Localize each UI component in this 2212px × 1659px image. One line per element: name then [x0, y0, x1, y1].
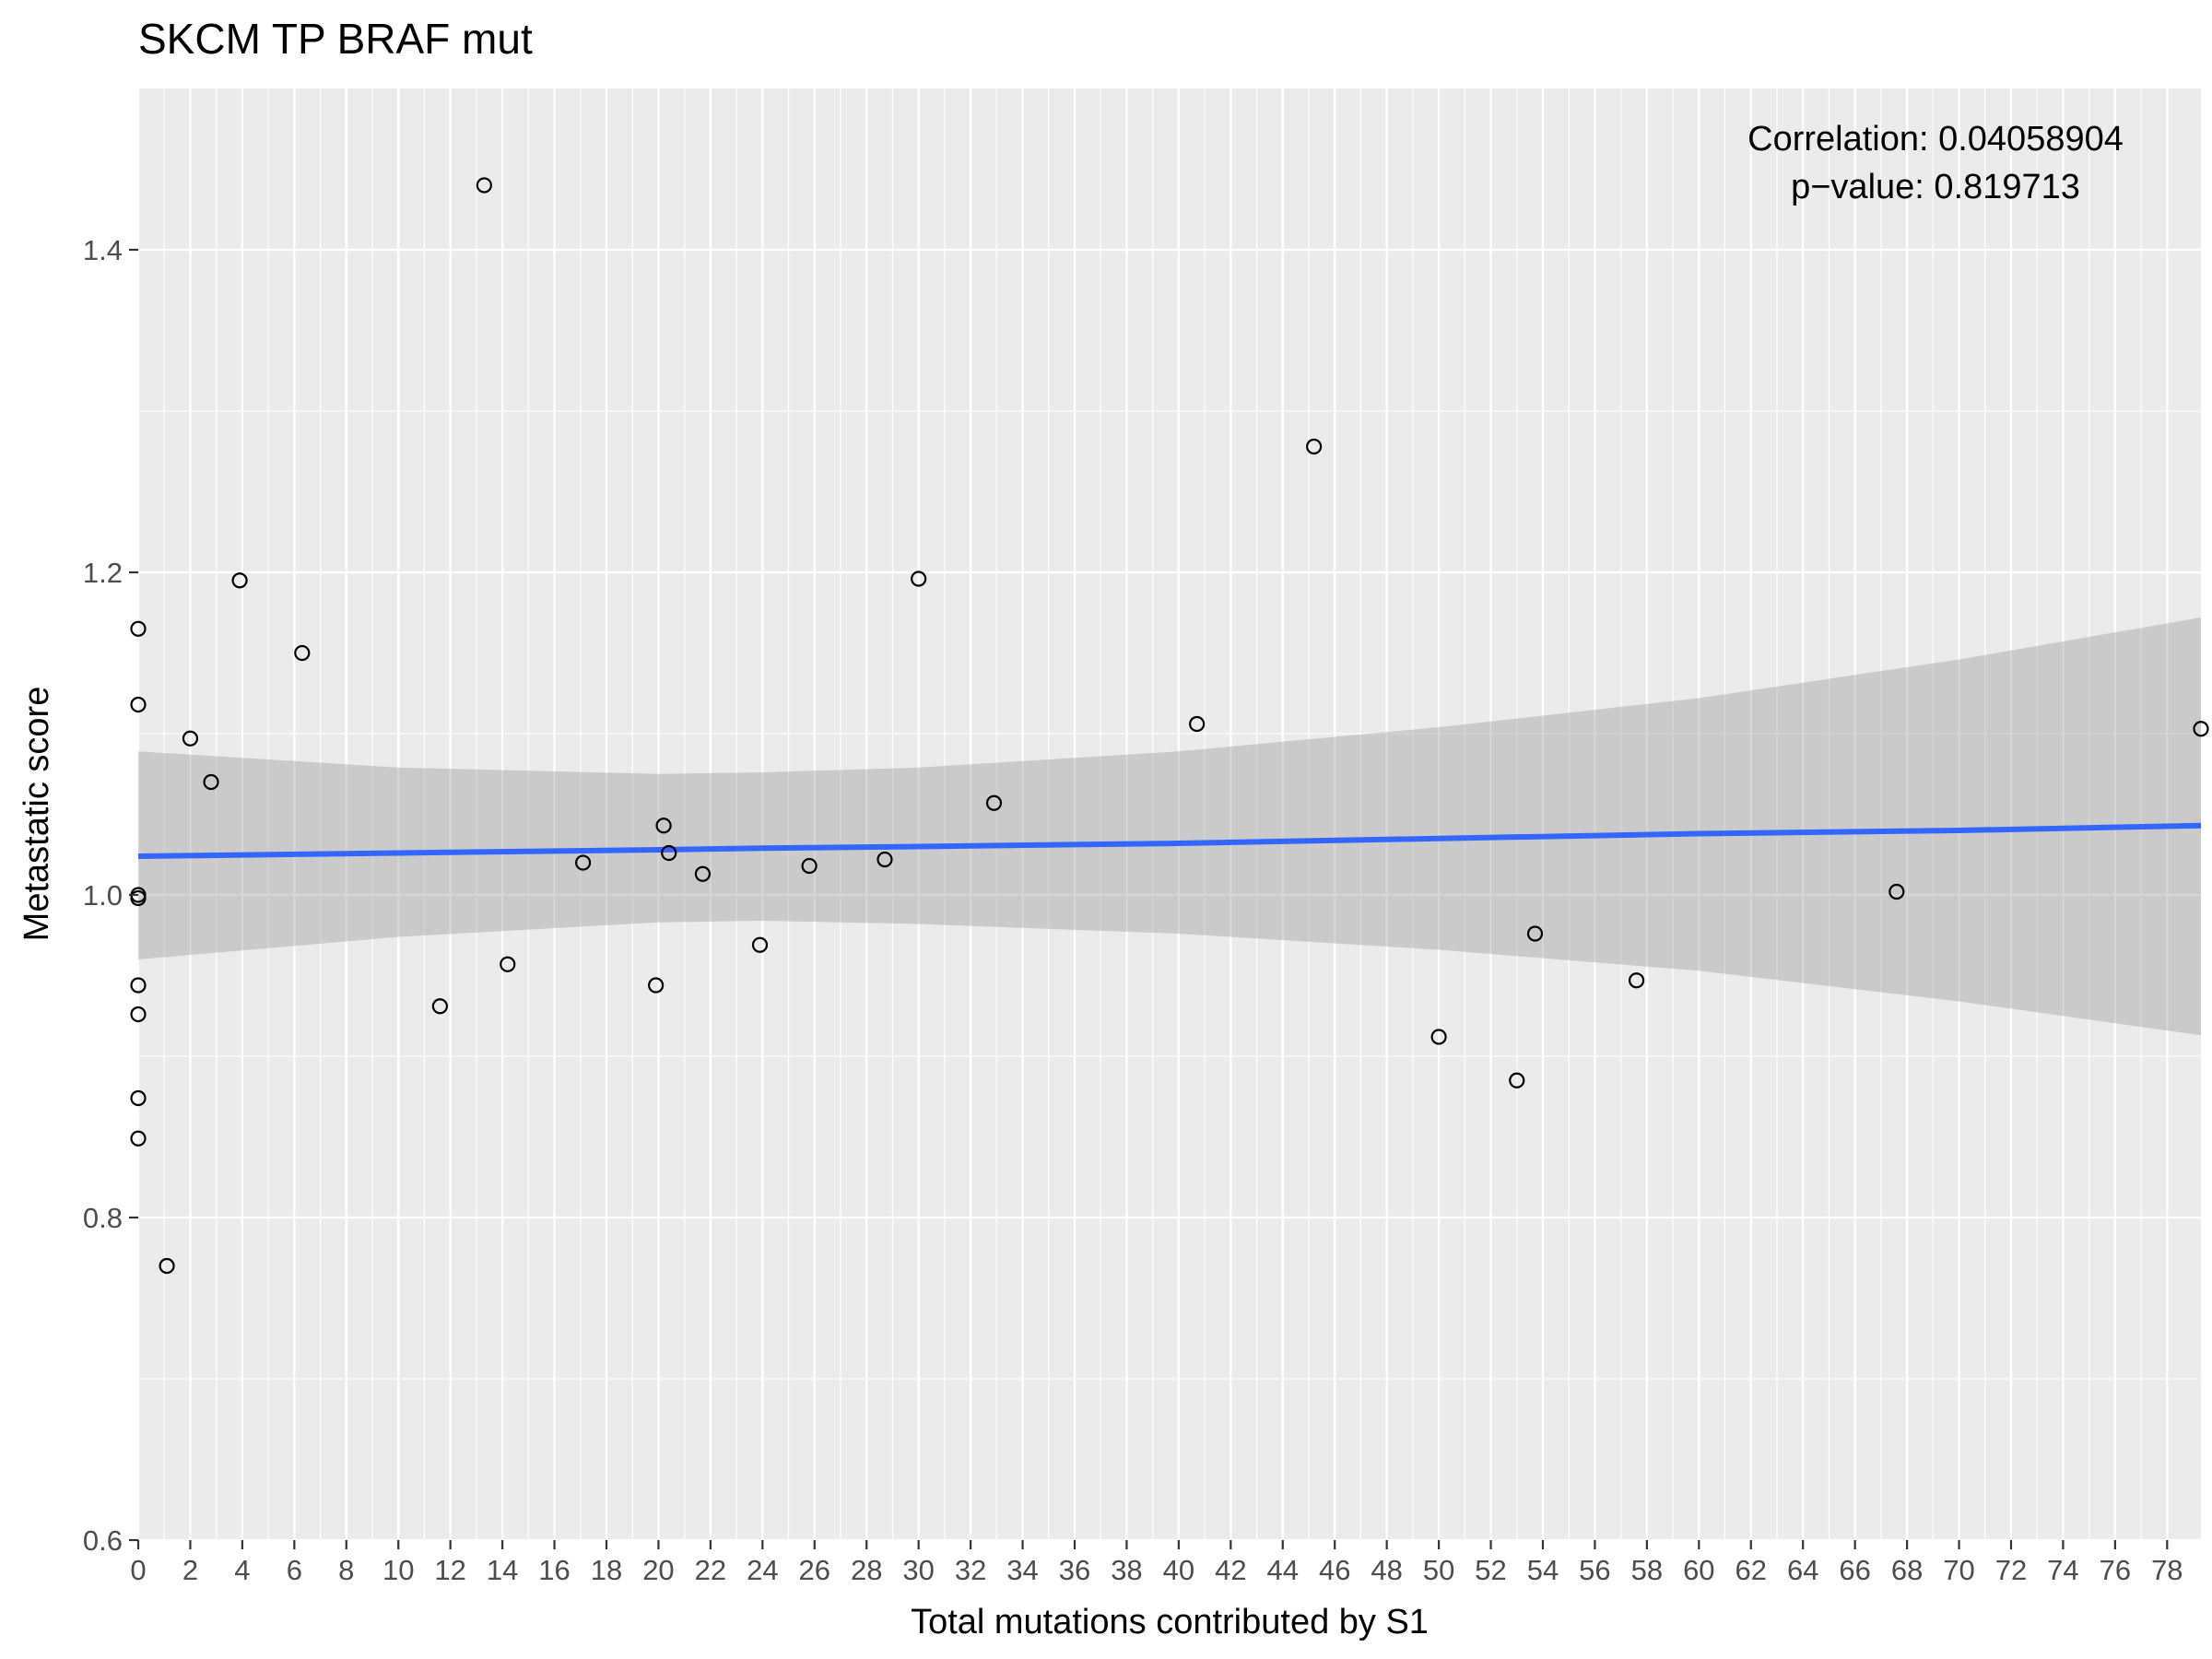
x-tick-label: 16	[538, 1554, 570, 1586]
x-tick-label: 48	[1371, 1554, 1402, 1586]
data-point	[911, 571, 927, 587]
x-tick-label: 42	[1215, 1554, 1246, 1586]
x-tick-label: 10	[382, 1554, 414, 1586]
x-tick-label: 38	[1111, 1554, 1142, 1586]
minor-gridlines	[138, 88, 2201, 1540]
x-tick-label: 12	[434, 1554, 465, 1586]
data-point	[182, 730, 199, 747]
x-tick-label: 74	[2047, 1554, 2078, 1586]
data-point	[801, 857, 818, 875]
x-tick-label: 54	[1527, 1554, 1559, 1586]
data-point	[1628, 972, 1645, 989]
x-tick-label: 78	[2151, 1554, 2183, 1586]
data-point	[130, 696, 147, 713]
x-tick-label: 6	[287, 1554, 302, 1586]
x-tick-label: 46	[1319, 1554, 1350, 1586]
x-tick-label: 18	[591, 1554, 622, 1586]
x-tick-label: 72	[1995, 1554, 2027, 1586]
x-tick-label: 64	[1787, 1554, 1818, 1586]
y-axis-ticks: 0.6 0.8 1.0 1.2 1.4	[83, 234, 138, 1557]
data-point	[130, 1006, 147, 1023]
data-point	[431, 998, 448, 1015]
x-tick-label: 70	[1943, 1554, 1974, 1586]
x-tick-label: 8	[338, 1554, 354, 1586]
data-point	[500, 956, 516, 972]
data-point	[203, 773, 219, 791]
x-tick-label: 50	[1423, 1554, 1454, 1586]
x-tick-label: 30	[902, 1554, 934, 1586]
x-tick-label: 44	[1267, 1554, 1299, 1586]
data-point	[231, 572, 248, 589]
x-axis-ticks: 0 2 4 6 8 10 12 14 16 18 20 22 24 26 28 30 32 34 36 38 40 42 4…	[130, 1540, 2183, 1586]
x-tick-label: 66	[1839, 1554, 1870, 1586]
data-point	[877, 851, 893, 868]
data-point	[1509, 1072, 1525, 1088]
data-point	[130, 889, 147, 907]
data-point	[1306, 438, 1323, 455]
x-tick-label: 40	[1163, 1554, 1194, 1586]
confidence-band	[138, 618, 2201, 1036]
data-point	[574, 854, 592, 871]
x-tick-label: 58	[1631, 1554, 1663, 1586]
data-point	[661, 844, 677, 862]
chart-title: SKCM TP BRAF mut	[138, 15, 533, 63]
x-axis-title: Total mutations contributed by S1	[911, 1603, 1429, 1641]
data-point	[985, 794, 1003, 811]
x-tick-label: 4	[234, 1554, 250, 1586]
plot-panel	[138, 88, 2201, 1540]
data-point	[476, 177, 492, 194]
data-point	[130, 620, 147, 637]
y-tick-label: 1.0	[83, 879, 123, 912]
x-tick-label: 34	[1006, 1554, 1038, 1586]
data-point	[1526, 925, 1544, 942]
data-points	[130, 177, 2209, 1275]
data-point	[130, 1089, 147, 1107]
x-tick-label: 0	[130, 1554, 146, 1586]
major-gridlines	[136, 88, 2201, 1542]
x-tick-label: 68	[1891, 1554, 1923, 1586]
x-tick-label: 20	[642, 1554, 674, 1586]
x-tick-label: 14	[487, 1554, 518, 1586]
x-tick-label: 22	[695, 1554, 726, 1586]
data-point	[655, 818, 672, 834]
x-tick-label: 36	[1059, 1554, 1090, 1586]
x-tick-label: 24	[747, 1554, 778, 1586]
x-tick-label: 52	[1475, 1554, 1506, 1586]
data-point	[1430, 1029, 1447, 1045]
correlation-annotation: Correlation: 0.04058904	[1747, 120, 2124, 159]
p-value-annotation: p−value: 0.819713	[1791, 168, 2080, 206]
data-point	[294, 644, 311, 662]
x-tick-label: 76	[2100, 1554, 2131, 1586]
data-point	[130, 1130, 147, 1147]
x-tick-label: 56	[1579, 1554, 1610, 1586]
data-point	[751, 936, 769, 953]
y-tick-label: 0.8	[83, 1202, 123, 1234]
data-point	[1189, 715, 1206, 733]
y-tick-label: 1.2	[83, 557, 123, 589]
regression-line	[137, 822, 2202, 859]
x-tick-label: 62	[1735, 1554, 1767, 1586]
data-point	[130, 977, 147, 994]
x-tick-label: 28	[851, 1554, 882, 1586]
y-axis-title: Metastatic score	[18, 687, 56, 942]
x-tick-label: 32	[955, 1554, 986, 1586]
y-tick-label: 1.4	[83, 234, 123, 266]
x-tick-label: 2	[182, 1554, 198, 1586]
data-point	[2193, 721, 2209, 737]
x-tick-label: 60	[1683, 1554, 1714, 1586]
x-tick-label: 26	[799, 1554, 830, 1586]
data-point	[159, 1257, 175, 1275]
data-point	[694, 865, 712, 882]
data-point	[1888, 883, 1905, 900]
data-point	[648, 977, 665, 994]
y-tick-label: 0.6	[83, 1524, 123, 1557]
